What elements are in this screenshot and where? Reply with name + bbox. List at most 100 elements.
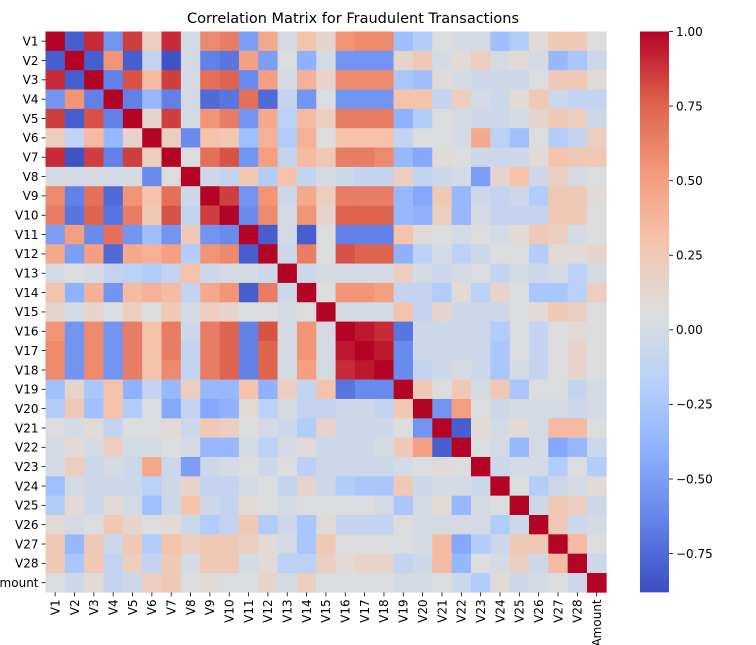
heatmap-cell bbox=[567, 321, 588, 342]
heatmap-cell bbox=[258, 515, 278, 535]
heatmap-cell bbox=[412, 108, 433, 129]
heatmap-cell bbox=[374, 128, 394, 148]
heatmap-cell bbox=[64, 321, 85, 342]
heatmap-cell bbox=[296, 31, 317, 52]
heatmap-cell bbox=[180, 476, 201, 496]
heatmap-cell bbox=[529, 495, 549, 516]
heatmap-cell bbox=[451, 70, 472, 90]
heatmap-cell bbox=[45, 205, 66, 226]
heatmap-cell bbox=[470, 108, 491, 129]
heatmap-cell bbox=[296, 534, 317, 554]
heatmap-cell bbox=[180, 224, 201, 245]
heatmap-cell bbox=[219, 534, 240, 554]
heatmap-cell bbox=[161, 263, 182, 284]
heatmap-cell bbox=[316, 398, 336, 419]
heatmap-cell bbox=[587, 302, 607, 322]
x-tick-label: V20 bbox=[416, 599, 430, 622]
x-tick-label: Amount bbox=[590, 599, 604, 645]
heatmap-cell bbox=[122, 302, 143, 322]
heatmap-cell bbox=[142, 50, 162, 71]
heatmap-cell bbox=[374, 186, 394, 206]
heatmap-cell bbox=[161, 553, 182, 574]
heatmap-cell bbox=[509, 89, 530, 110]
heatmap-cell bbox=[509, 321, 530, 342]
heatmap-cell bbox=[103, 515, 124, 535]
heatmap-cell bbox=[509, 263, 530, 284]
heatmap-cell bbox=[587, 205, 607, 226]
y-tick-label: V17 bbox=[15, 344, 38, 358]
heatmap-cell bbox=[548, 128, 568, 148]
y-tick-label: V6 bbox=[23, 131, 39, 145]
heatmap-cell bbox=[374, 108, 394, 129]
heatmap-cells bbox=[45, 31, 607, 593]
heatmap-cell bbox=[393, 263, 414, 284]
colorbar-tick-label: 0.00 bbox=[676, 323, 703, 337]
heatmap-cell bbox=[277, 244, 298, 264]
heatmap-cell bbox=[122, 553, 143, 574]
heatmap-cell bbox=[432, 515, 452, 535]
heatmap-cell bbox=[567, 282, 588, 303]
heatmap-cell bbox=[490, 573, 510, 593]
heatmap-cell bbox=[64, 573, 85, 593]
heatmap-cell bbox=[316, 108, 336, 129]
heatmap-cell bbox=[161, 456, 182, 477]
heatmap-cell bbox=[529, 224, 549, 245]
heatmap-cell bbox=[412, 321, 433, 342]
heatmap-cell bbox=[374, 282, 394, 303]
heatmap-cell bbox=[84, 50, 104, 71]
heatmap-cell bbox=[412, 302, 433, 322]
colorbar-tick-label: −0.50 bbox=[676, 472, 713, 486]
heatmap-cell bbox=[587, 476, 607, 496]
heatmap-cell bbox=[180, 108, 201, 129]
heatmap-cell bbox=[316, 205, 336, 226]
heatmap-cell bbox=[509, 379, 530, 400]
heatmap-cell bbox=[587, 186, 607, 206]
heatmap-cell bbox=[238, 515, 259, 535]
heatmap-cell bbox=[432, 321, 452, 342]
heatmap-cell bbox=[103, 263, 124, 284]
y-tick-label: V21 bbox=[15, 421, 38, 435]
heatmap-cell bbox=[354, 437, 375, 458]
heatmap-cell bbox=[258, 282, 278, 303]
heatmap-cell bbox=[374, 437, 394, 458]
heatmap-cell bbox=[587, 282, 607, 303]
heatmap-cell bbox=[316, 166, 336, 187]
heatmap-cell bbox=[277, 437, 298, 458]
heatmap-cell bbox=[122, 360, 143, 380]
heatmap-cell bbox=[84, 573, 104, 593]
heatmap-cell bbox=[219, 128, 240, 148]
heatmap-cell bbox=[258, 573, 278, 593]
heatmap-cell bbox=[180, 360, 201, 380]
heatmap-cell bbox=[161, 186, 182, 206]
heatmap-cell bbox=[393, 398, 414, 419]
heatmap-cell bbox=[296, 573, 317, 593]
heatmap-cell bbox=[277, 573, 298, 593]
heatmap-cell bbox=[412, 205, 433, 226]
heatmap-cell bbox=[412, 495, 433, 516]
heatmap-cell bbox=[354, 128, 375, 148]
heatmap-cell bbox=[219, 573, 240, 593]
heatmap-cell bbox=[432, 282, 452, 303]
heatmap-cell bbox=[316, 379, 336, 400]
y-tick-label: V23 bbox=[15, 460, 38, 474]
heatmap-cell bbox=[64, 302, 85, 322]
heatmap-cell bbox=[180, 495, 201, 516]
heatmap-cell bbox=[354, 418, 375, 438]
heatmap-cell bbox=[548, 50, 568, 71]
heatmap-cell bbox=[277, 418, 298, 438]
heatmap-cell bbox=[470, 89, 491, 110]
heatmap-cell bbox=[587, 224, 607, 245]
heatmap-cell bbox=[64, 340, 85, 361]
heatmap-cell bbox=[354, 321, 375, 342]
heatmap-cell bbox=[277, 360, 298, 380]
heatmap-cell bbox=[238, 379, 259, 400]
heatmap-cell bbox=[142, 205, 162, 226]
x-tick-label: V7 bbox=[165, 599, 179, 615]
heatmap-cell bbox=[509, 282, 530, 303]
heatmap-cell bbox=[374, 166, 394, 187]
heatmap-cell bbox=[277, 456, 298, 477]
heatmap-cell bbox=[122, 31, 143, 52]
heatmap-cell bbox=[219, 398, 240, 419]
heatmap-cell bbox=[180, 70, 201, 90]
heatmap-cell bbox=[393, 476, 414, 496]
